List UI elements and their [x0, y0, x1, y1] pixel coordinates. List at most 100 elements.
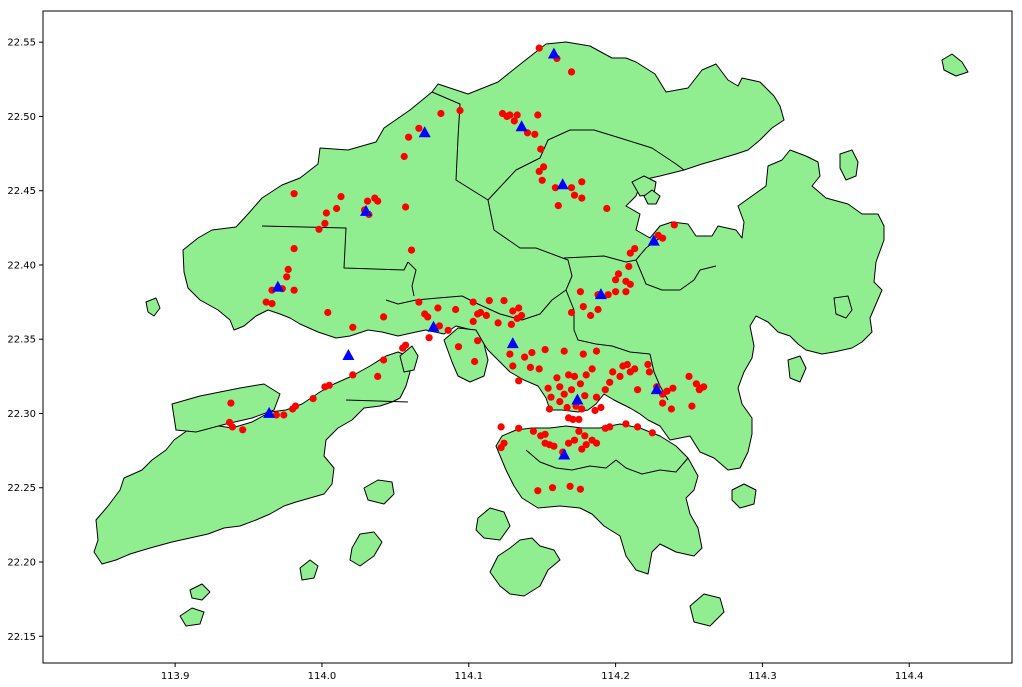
- red-point-marker: [645, 368, 654, 376]
- red-point-marker: [587, 311, 595, 320]
- red-point-marker: [565, 439, 573, 447]
- red-point-marker: [578, 405, 586, 413]
- red-point-marker: [692, 380, 700, 388]
- island-east-2: [839, 149, 859, 181]
- y-tick-label: 22.55: [7, 38, 36, 49]
- y-tick-label: 22.35: [7, 335, 36, 346]
- x-tick-label: 113.9: [161, 671, 190, 682]
- red-point-marker: [604, 291, 612, 299]
- red-point-marker: [415, 298, 423, 306]
- ma-wan-island: [399, 345, 419, 373]
- red-point-marker: [634, 386, 642, 394]
- red-point-marker: [325, 381, 333, 389]
- red-point-marker: [575, 427, 583, 435]
- data-points: [225, 44, 708, 495]
- red-point-marker: [567, 184, 576, 192]
- red-point-marker: [648, 429, 656, 437]
- red-point-marker: [309, 395, 317, 403]
- red-point-marker: [515, 424, 523, 432]
- red-point-marker: [576, 485, 585, 493]
- red-point-marker: [482, 311, 490, 320]
- red-point-marker: [415, 124, 423, 132]
- blue-triangle-marker: [594, 288, 607, 300]
- lamma-island: [489, 537, 561, 597]
- hong-kong-island: [495, 423, 703, 575]
- red-point-marker: [538, 176, 546, 184]
- small-island-sw: [299, 559, 319, 581]
- red-point-marker: [579, 303, 587, 311]
- red-point-marker: [644, 360, 652, 369]
- red-point-marker: [424, 313, 432, 321]
- red-point-marker: [594, 305, 602, 314]
- red-point-marker: [349, 371, 357, 379]
- red-point-marker: [290, 286, 298, 294]
- red-point-marker: [284, 265, 292, 273]
- red-point-marker: [513, 314, 521, 322]
- red-point-marker: [324, 308, 332, 317]
- red-point-marker: [566, 482, 574, 490]
- red-point-marker: [509, 362, 517, 370]
- red-point-marker: [529, 427, 538, 435]
- red-point-marker: [592, 347, 601, 355]
- blue-triangle-marker: [263, 406, 276, 418]
- red-point-marker: [563, 403, 571, 412]
- red-point-marker: [670, 221, 678, 229]
- island-north-2: [643, 189, 661, 205]
- red-point-marker: [333, 204, 341, 213]
- red-point-marker: [280, 411, 288, 419]
- red-point-marker: [576, 380, 585, 388]
- red-point-marker: [567, 386, 576, 394]
- red-point-marker: [534, 487, 542, 495]
- red-point-marker: [425, 334, 433, 342]
- x-tick-label: 114.2: [601, 671, 630, 682]
- red-point-marker: [290, 190, 298, 198]
- red-point-marker: [548, 484, 557, 492]
- hong-kong-basemap: [93, 41, 969, 627]
- red-point-marker: [667, 405, 676, 413]
- island-south-1: [179, 607, 205, 627]
- red-point-marker: [374, 197, 382, 205]
- red-point-marker: [544, 384, 552, 392]
- red-point-marker: [575, 415, 583, 423]
- red-point-marker: [469, 317, 477, 325]
- mainland-landmass: [182, 41, 885, 471]
- red-point-marker: [570, 372, 579, 380]
- red-point-marker: [526, 363, 535, 371]
- red-point-marker: [578, 194, 586, 202]
- red-point-marker: [541, 346, 549, 354]
- red-point-marker: [567, 308, 576, 317]
- y-tick-label: 22.25: [7, 483, 36, 494]
- red-point-marker: [625, 262, 633, 271]
- blue-triangle-marker: [650, 383, 663, 395]
- x-tick-label: 114.0: [308, 671, 337, 682]
- po-toi-island: [689, 593, 725, 627]
- red-point-marker: [622, 420, 630, 428]
- red-point-marker: [528, 349, 536, 357]
- axis-ticks: 113.9 114.0 114.1 114.2 114.3 114.4 22.15 22.20…: [7, 38, 923, 682]
- blue-triangle-marker: [571, 393, 584, 405]
- red-point-marker: [374, 372, 382, 380]
- red-point-marker: [685, 372, 693, 380]
- blue-triangle-marker: [558, 448, 571, 460]
- red-point-marker: [500, 297, 508, 305]
- red-point-marker: [402, 203, 410, 211]
- red-point-marker: [407, 246, 416, 254]
- red-point-marker: [592, 439, 601, 447]
- x-tick-label: 114.4: [895, 671, 924, 682]
- blue-triangle-marker: [271, 280, 284, 292]
- red-point-marker: [380, 356, 388, 364]
- red-point-marker: [434, 304, 442, 312]
- y-tick-label: 22.30: [7, 409, 36, 420]
- red-point-marker: [535, 44, 543, 52]
- red-point-marker: [405, 133, 413, 141]
- red-point-marker: [485, 297, 493, 305]
- red-point-marker: [474, 310, 482, 318]
- red-point-marker: [510, 117, 518, 125]
- red-point-marker: [337, 193, 345, 201]
- red-point-marker: [291, 402, 300, 410]
- red-point-marker: [349, 323, 357, 331]
- red-point-marker: [262, 298, 270, 306]
- red-point-marker: [469, 298, 477, 306]
- red-point-marker: [554, 202, 562, 210]
- red-point-marker: [591, 406, 599, 415]
